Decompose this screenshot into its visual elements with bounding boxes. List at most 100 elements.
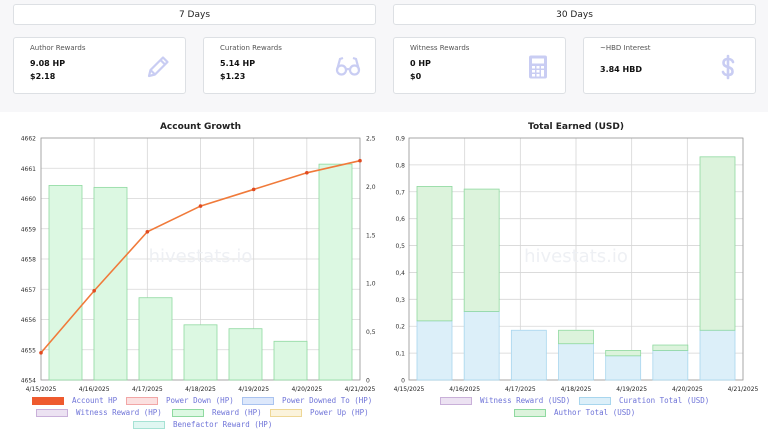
- card-value-usd: $1.23: [220, 72, 246, 81]
- bar-curation-total: [699, 329, 736, 381]
- y-right-tick-label: 2,0: [366, 184, 376, 191]
- y-right-tick-label: 2,5: [366, 136, 376, 143]
- legend-swatch: [32, 396, 64, 405]
- card-value-hbd: 3.84 HBD: [600, 65, 642, 74]
- x-tick-label: 4/16/2025: [449, 386, 480, 393]
- bar-reward-hp: [93, 186, 128, 381]
- bar-curation-total: [510, 329, 547, 381]
- bar-curation-total: [463, 311, 500, 381]
- legend-author-total[interactable]: Author Total (USD): [514, 408, 635, 417]
- x-tick-label: 4/20/2025: [291, 386, 322, 393]
- x-tick-label: 4/21/2025: [728, 386, 759, 393]
- legend-witness-reward-hp[interactable]: Witness Reward (HP): [36, 408, 162, 417]
- total-earned-chart: Total Earned (USD) 0 0,1 0,2 0,3 0,4 0,5 0,6 0,7…: [394, 122, 759, 393]
- x-tick-label: 4/20/2025: [672, 386, 703, 393]
- card-title: Curation Rewards: [220, 44, 282, 52]
- x-tick-label: 4/21/2025: [345, 386, 376, 393]
- y-right-tick-label: 0: [366, 378, 370, 385]
- legend-power-down[interactable]: Power Down (HP): [126, 396, 234, 405]
- y-tick-label: 0,3: [395, 297, 405, 304]
- legend-swatch: [36, 408, 68, 417]
- bar-author-total: [605, 350, 642, 357]
- y-left-tick-label: 4662: [21, 136, 36, 143]
- bar-author-total: [416, 186, 453, 322]
- point-account-hp: [358, 158, 362, 163]
- point-account-hp: [305, 170, 309, 175]
- y-left-tick-label: 4660: [21, 196, 36, 203]
- x-tick-label: 4/15/2025: [394, 386, 425, 393]
- hbd-interest-card: ~HBD Interest 3.84 HBD: [583, 37, 756, 94]
- y-tick-label: 0: [401, 378, 405, 385]
- legend-label: Power Up (HP): [310, 408, 369, 417]
- legend-account-hp[interactable]: Account HP: [32, 396, 117, 405]
- x-tick-label: 4/15/2025: [26, 386, 57, 393]
- y-right-tick-label: 1,5: [366, 232, 376, 239]
- card-value-usd: $2.18: [30, 72, 56, 81]
- bar-author-total: [558, 329, 594, 345]
- x-tick-label: 4/16/2025: [79, 386, 110, 393]
- watermark: hivestats.io: [524, 246, 628, 267]
- card-title: ~HBD Interest: [600, 44, 651, 52]
- y-left-tick-label: 4656: [21, 317, 36, 324]
- point-account-hp: [92, 288, 96, 293]
- card-value-hp: 0 HP: [410, 59, 431, 68]
- bar-reward-hp: [273, 340, 308, 381]
- legend-reward-hp[interactable]: Reward (HP): [172, 408, 262, 417]
- legend-curation-total[interactable]: Curation Total (USD): [579, 396, 709, 405]
- legend-swatch: [514, 408, 546, 417]
- bar-reward-hp: [228, 328, 263, 381]
- legend-label: Author Total (USD): [554, 408, 636, 417]
- chart-title: Account Growth: [160, 122, 241, 132]
- point-account-hp: [251, 187, 256, 192]
- y-tick-label: 0,8: [395, 162, 405, 169]
- y-tick-label: 0,1: [395, 351, 405, 358]
- legend-label: Reward (HP): [212, 408, 262, 417]
- glasses-icon: [335, 56, 361, 76]
- card-title: Witness Rewards: [410, 44, 470, 52]
- tab-7-days[interactable]: 7 Days: [13, 4, 376, 25]
- y-tick-label: 0,2: [395, 324, 405, 331]
- legend-label: Witness Reward (HP): [76, 408, 162, 417]
- legend-swatch: [133, 420, 165, 429]
- y-left-tick-label: 4659: [21, 226, 36, 233]
- bar-curation-total: [605, 355, 642, 381]
- card-title: Author Rewards: [30, 44, 86, 52]
- legend-swatch: [242, 396, 274, 405]
- bar-curation-total: [416, 320, 453, 381]
- calculator-icon: [529, 55, 547, 79]
- card-value-hp: 9.08 HP: [30, 59, 66, 68]
- bar-author-total: [463, 188, 500, 312]
- y-tick-label: 0,4: [395, 270, 405, 277]
- x-tick-label: 4/17/2025: [132, 386, 163, 393]
- legend-swatch: [440, 396, 472, 405]
- pencil-icon: [147, 56, 169, 78]
- point-account-hp: [198, 204, 203, 208]
- bar-author-total: [652, 344, 689, 351]
- legend-power-downed-to[interactable]: Power Downed To (HP): [242, 396, 372, 405]
- legend-witness-reward-usd[interactable]: Witness Reward (USD): [440, 396, 570, 405]
- witness-rewards-card: Witness Rewards 0 HP $0: [393, 37, 566, 94]
- y-tick-label: 0,7: [395, 189, 405, 196]
- legend-swatch: [579, 396, 611, 405]
- x-tick-label: 4/19/2025: [616, 386, 647, 393]
- legend-swatch: [270, 408, 302, 417]
- x-tick-label: 4/17/2025: [505, 386, 536, 393]
- legend-swatch: [172, 408, 204, 417]
- legend-label: Curation Total (USD): [619, 396, 710, 405]
- x-tick-label: 4/19/2025: [238, 386, 269, 393]
- y-tick-label: 0,9: [395, 136, 405, 143]
- bar-reward-hp: [48, 185, 83, 381]
- legend-power-up[interactable]: Power Up (HP): [270, 408, 369, 417]
- chart-title: Total Earned (USD): [528, 122, 624, 132]
- account-growth-chart: Account Growth 4654 4655 4656 4657 4658 4659 46…: [21, 122, 376, 393]
- point-account-hp: [39, 350, 43, 355]
- bar-reward-hp: [318, 163, 353, 381]
- account-growth-panel: Account Growth 4654 4655 4656 4657 4658 4659 46…: [0, 112, 384, 439]
- y-tick-label: 0,6: [395, 216, 405, 223]
- dollar-icon: [721, 54, 735, 80]
- bar-curation-total: [652, 350, 689, 381]
- tab-30-days[interactable]: 30 Days: [393, 4, 756, 25]
- legend-benefactor-reward[interactable]: Benefactor Reward (HP): [133, 420, 272, 429]
- bar-reward-hp: [183, 324, 218, 381]
- x-tick-label: 4/18/2025: [561, 386, 592, 393]
